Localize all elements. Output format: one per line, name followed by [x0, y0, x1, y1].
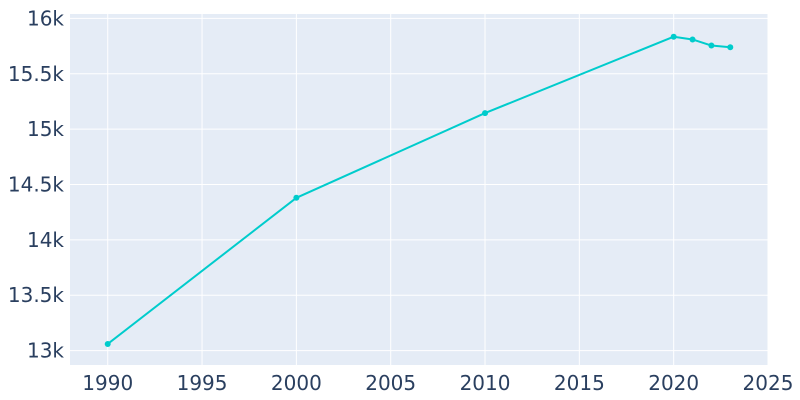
x-tick-label: 2005 — [365, 371, 416, 395]
x-tick-label: 2010 — [460, 371, 511, 395]
data-point[interactable] — [708, 42, 715, 49]
x-tick-label: 2000 — [271, 371, 322, 395]
x-tick-label: 2015 — [554, 371, 605, 395]
y-tick-label: 13k — [27, 339, 64, 363]
data-point[interactable] — [670, 33, 677, 40]
y-tick-label: 13.5k — [8, 283, 65, 307]
y-grid — [70, 17, 768, 352]
x-tick-label: 1990 — [82, 371, 133, 395]
series-group — [104, 33, 734, 347]
y-tick-label: 14.5k — [8, 173, 65, 197]
data-point[interactable] — [104, 340, 111, 347]
plot-background — [70, 14, 768, 365]
data-point[interactable] — [727, 44, 734, 51]
data-point[interactable] — [293, 194, 300, 201]
x-tick-label: 1995 — [177, 371, 228, 395]
y-tick-label: 14k — [27, 228, 64, 252]
y-tick-label: 15.5k — [8, 62, 65, 86]
x-tick-label: 2025 — [743, 371, 794, 395]
y-axis-ticks: 13k 13.5k 14k 14.5k 15k 15.5k 16k — [8, 6, 65, 362]
x-axis-ticks: 1990 1995 2000 2005 2010 2015 2020 2025 — [82, 371, 793, 395]
data-point[interactable] — [689, 36, 696, 43]
data-point[interactable] — [482, 110, 489, 117]
y-tick-label: 15k — [27, 117, 64, 141]
x-grid — [107, 14, 769, 365]
y-tick-label: 16k — [27, 6, 64, 30]
x-tick-label: 2020 — [648, 371, 699, 395]
